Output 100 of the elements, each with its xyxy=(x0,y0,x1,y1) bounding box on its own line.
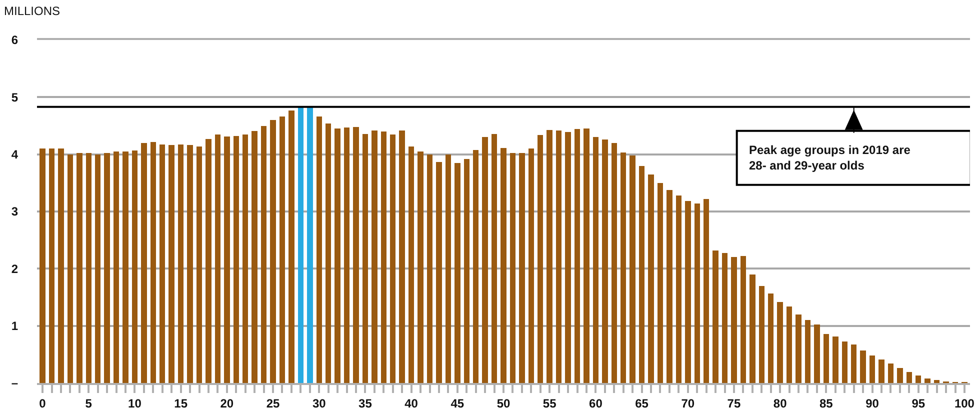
bar xyxy=(878,360,884,383)
x-tick-label: 10 xyxy=(128,396,142,410)
bar xyxy=(842,341,848,383)
bar xyxy=(888,364,894,383)
x-tick-label: 55 xyxy=(542,396,557,410)
x-tick-label: 90 xyxy=(866,396,880,410)
bar xyxy=(906,372,912,383)
x-tick-label: 70 xyxy=(681,396,695,410)
bar xyxy=(758,286,764,383)
bar xyxy=(538,134,544,383)
x-tick-label: 0 xyxy=(39,396,46,410)
bar xyxy=(436,162,442,383)
bar xyxy=(712,250,718,383)
x-tick-label: 60 xyxy=(589,396,603,410)
bar xyxy=(897,368,903,383)
bar xyxy=(814,324,820,383)
bar xyxy=(408,146,414,383)
bar xyxy=(611,142,617,383)
x-tick-label: 20 xyxy=(220,396,234,410)
bar xyxy=(694,204,700,383)
bar xyxy=(620,152,626,383)
bar xyxy=(380,131,387,383)
bar xyxy=(168,145,174,383)
y-tick-label: 2 xyxy=(11,262,18,276)
bar xyxy=(353,126,359,383)
bar xyxy=(76,153,82,383)
bar xyxy=(206,138,212,383)
bar xyxy=(850,344,857,383)
bar xyxy=(482,137,488,383)
bar xyxy=(233,136,239,383)
x-tick-label: 85 xyxy=(820,396,834,410)
bar xyxy=(279,116,286,383)
bar xyxy=(40,148,46,383)
bar xyxy=(556,130,562,383)
bar xyxy=(860,350,866,383)
bar xyxy=(132,150,138,383)
y-tick-label: – xyxy=(11,376,18,390)
bar xyxy=(592,137,599,383)
bar xyxy=(464,158,470,383)
bar xyxy=(252,130,258,383)
bar xyxy=(796,314,802,383)
y-tick-label: 5 xyxy=(11,90,18,104)
bar xyxy=(214,134,221,383)
bar xyxy=(703,198,710,383)
x-tick-label: 45 xyxy=(450,396,464,410)
bar xyxy=(325,123,332,383)
x-tick-label: 75 xyxy=(727,396,741,410)
bar xyxy=(48,148,55,383)
bar xyxy=(104,153,110,383)
bar xyxy=(823,334,830,383)
bar xyxy=(565,132,571,383)
bar xyxy=(58,148,64,383)
bar xyxy=(298,106,304,383)
bar xyxy=(141,142,147,383)
bar xyxy=(740,256,746,383)
x-tick-label: 50 xyxy=(496,396,510,410)
bar xyxy=(445,154,452,383)
y-axis-title: MILLIONS xyxy=(4,4,60,18)
x-tick-label: 35 xyxy=(358,396,372,410)
x-tick-label: 5 xyxy=(85,396,92,410)
x-tick-label: 15 xyxy=(174,396,188,410)
bar xyxy=(491,134,498,383)
bar xyxy=(924,378,930,383)
bar xyxy=(574,129,580,383)
bar xyxy=(472,150,479,383)
bar xyxy=(869,356,876,383)
bar xyxy=(934,380,940,383)
bar xyxy=(113,151,120,383)
bar xyxy=(638,166,645,383)
bar xyxy=(344,127,350,383)
bar xyxy=(630,155,636,383)
bar xyxy=(418,151,424,383)
bar xyxy=(546,130,552,383)
y-tick-label: 6 xyxy=(11,33,18,48)
bar xyxy=(657,182,664,383)
bar xyxy=(362,134,368,383)
bar xyxy=(768,293,774,383)
bar xyxy=(288,110,294,383)
bar xyxy=(160,144,166,383)
bar xyxy=(196,146,202,383)
bar xyxy=(187,145,193,383)
bar xyxy=(777,302,783,383)
bar xyxy=(150,142,156,383)
bar xyxy=(519,153,525,383)
x-tick-label: 25 xyxy=(266,396,280,410)
bar xyxy=(685,201,691,383)
bar xyxy=(67,154,74,383)
x-tick-label: 100 xyxy=(954,396,975,410)
x-tick-label: 65 xyxy=(635,396,649,410)
bar xyxy=(390,134,396,383)
x-tick-label: 30 xyxy=(312,396,326,410)
bar xyxy=(260,126,267,383)
bar xyxy=(666,190,672,383)
bar xyxy=(722,253,728,383)
bar xyxy=(676,195,682,383)
bar xyxy=(916,376,922,383)
x-tick-label: 80 xyxy=(773,396,788,410)
bar xyxy=(270,120,276,383)
bar xyxy=(648,174,654,383)
bar xyxy=(832,336,838,383)
